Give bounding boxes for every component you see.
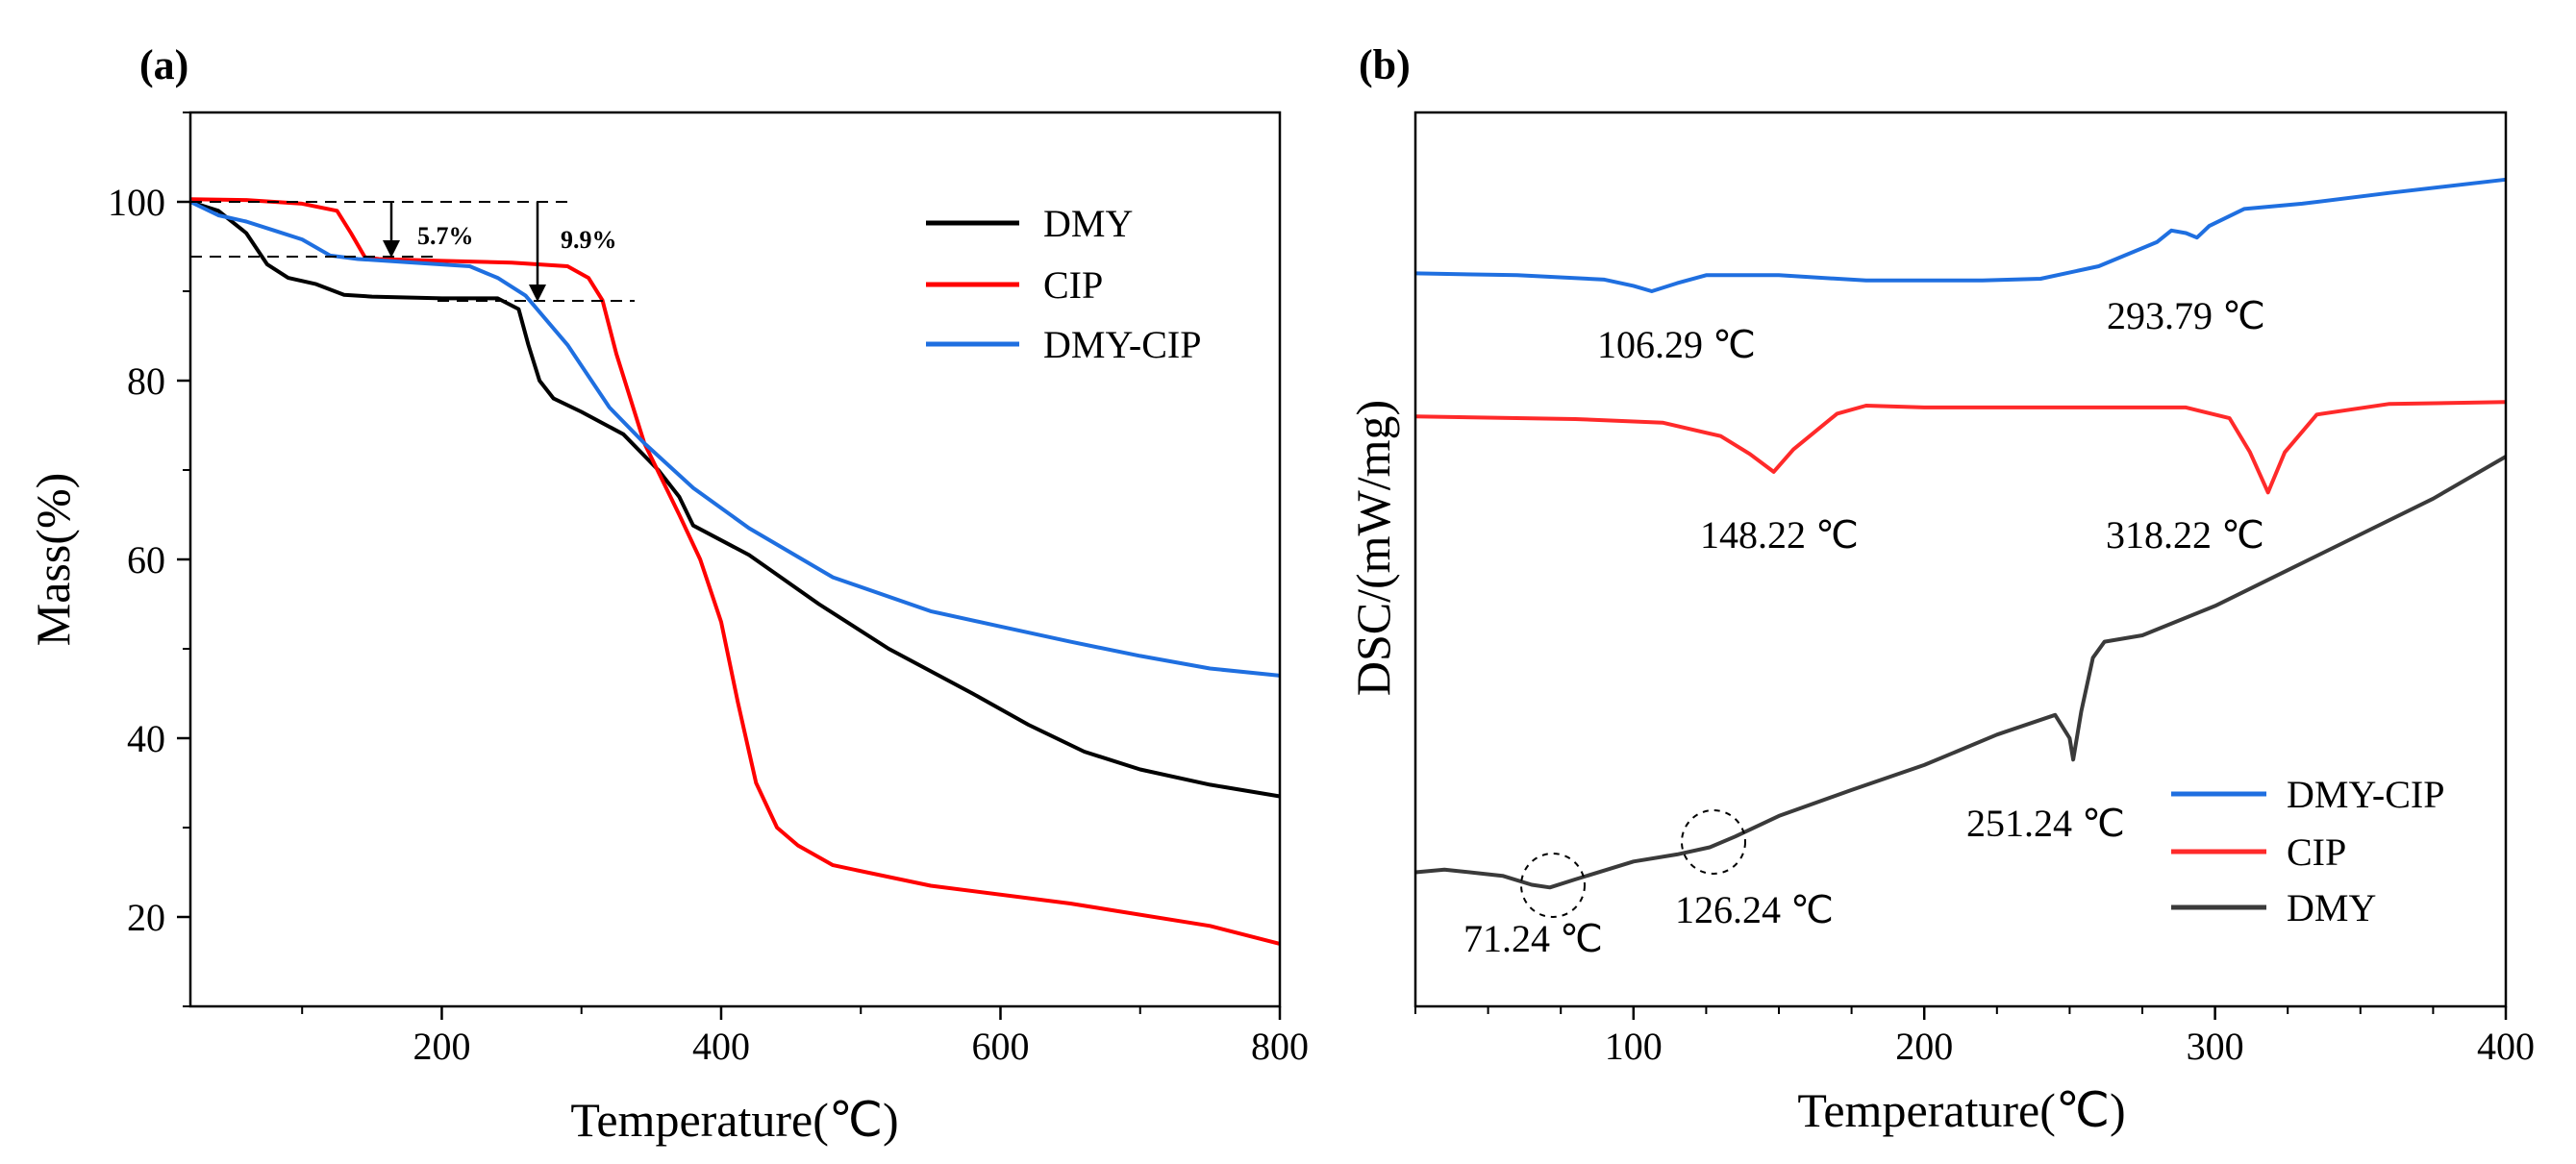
annotation-106-29: 106.29 ℃: [1597, 323, 1756, 366]
dmy-dsc-curve: [1414, 455, 2508, 890]
arrow-5-7-head: [383, 240, 400, 258]
legend-b-dmy-label: DMY: [2287, 886, 2376, 929]
panel-a-x-ticks: 200 400 600 800: [301, 1006, 1309, 1068]
arrow-9-9-head: [529, 285, 546, 302]
annotation-5-7-percent: 5.7%: [417, 222, 474, 250]
panel-a-legend: DMY CIP DMY-CIP: [926, 202, 1201, 366]
dmy-126-circle: [1681, 809, 1746, 875]
annotation-71-24: 71.24 ℃: [1463, 917, 1603, 960]
annotation-251-24: 251.24 ℃: [1966, 802, 2125, 845]
x-tick-label-a-3: 800: [1251, 1025, 1309, 1068]
y-tick-label-a-3: 80: [127, 359, 165, 403]
x-tick-label-b-1: 200: [1895, 1025, 1953, 1068]
panel-b-plot-area: [1414, 177, 2508, 890]
panel-b: (b) 100 200 300 400 106.29 ℃ 293.79 ℃ 148.2…: [1346, 41, 2535, 1137]
cip-dsc-curve: [1414, 400, 2507, 495]
panel-a-plot-area: [189, 197, 1281, 946]
x-tick-label-a-0: 200: [413, 1025, 470, 1068]
panel-b-legend: DMY-CIP CIP DMY: [2171, 773, 2444, 929]
annotation-9-9-percent: 9.9%: [561, 226, 617, 254]
panel-a-frame: [188, 111, 1282, 1008]
legend-b-cip-label: CIP: [2287, 830, 2346, 874]
y-tick-label-a-1: 40: [127, 717, 165, 760]
panel-b-x-axis-title: Temperature(℃): [1797, 1083, 2125, 1137]
panel-b-label: (b): [1359, 41, 1411, 88]
panel-a-x-axis-title: Temperature(℃): [570, 1093, 898, 1147]
legend-b-dmy-cip-label: DMY-CIP: [2287, 773, 2444, 816]
panel-b-frame: [1413, 111, 2508, 1008]
x-tick-label-a-1: 400: [692, 1025, 750, 1068]
panel-a: (a) 200 400 600 800 20 40 60 80 100 5.7% 9.9% D…: [26, 41, 1309, 1147]
x-tick-label-b-2: 300: [2187, 1025, 2244, 1068]
y-tick-label-a-2: 60: [127, 538, 165, 582]
y-tick-label-a-0: 20: [127, 896, 165, 939]
panel-b-x-ticks: 100 200 300 400: [1414, 1006, 2535, 1068]
panel-a-y-ticks: 20 40 60 80 100: [108, 111, 190, 1007]
annotation-293-79: 293.79 ℃: [2107, 294, 2265, 337]
x-tick-label-b-0: 100: [1605, 1025, 1663, 1068]
annotation-318-22: 318.22 ℃: [2106, 513, 2264, 557]
dmy-71-circle: [1520, 853, 1586, 918]
dmy-cip-mass-curve: [189, 200, 1281, 678]
annotation-126-24: 126.24 ℃: [1675, 888, 1834, 931]
panel-b-y-axis-title: DSC/(mW/mg): [1346, 400, 1400, 696]
annotation-148-22: 148.22 ℃: [1700, 513, 1859, 557]
y-tick-label-a-4: 100: [108, 181, 165, 224]
mass-loss-guides: [190, 201, 635, 302]
panel-a-y-axis-title: Mass(%): [26, 473, 80, 647]
dmy-cip-dsc-curve: [1414, 177, 2507, 293]
legend-a-dmy-label: DMY: [1043, 202, 1133, 245]
dmy-mass-curve: [189, 200, 1281, 799]
legend-a-dmy-cip-label: DMY-CIP: [1043, 323, 1201, 366]
legend-a-cip-label: CIP: [1043, 263, 1103, 307]
panel-a-label: (a): [139, 41, 188, 88]
x-tick-label-a-2: 600: [971, 1025, 1029, 1068]
x-tick-label-b-3: 400: [2477, 1025, 2535, 1068]
cip-mass-curve: [189, 197, 1281, 946]
